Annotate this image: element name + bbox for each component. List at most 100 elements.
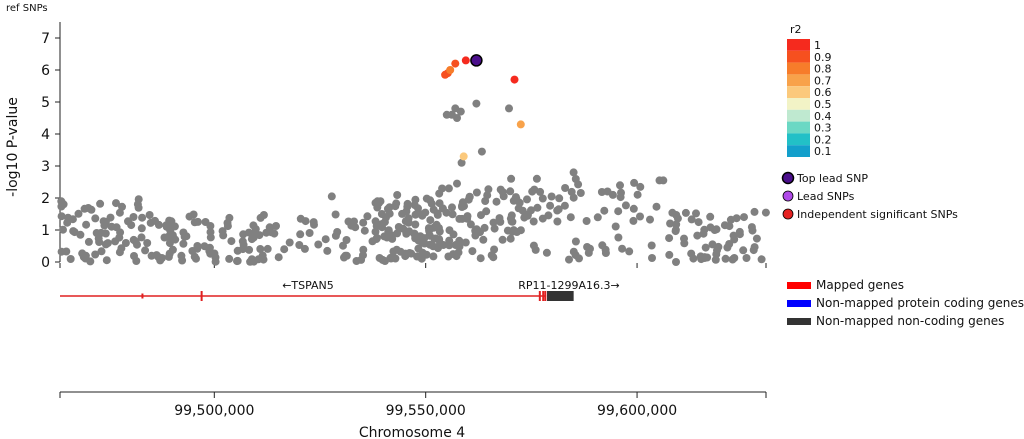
r2-label: 0.3 [814,122,832,135]
snp-point [725,240,734,248]
snp-point [383,204,392,213]
y-tick-label: 0 [41,255,50,271]
snp-point [542,248,551,257]
snp-point [86,257,95,266]
snp-legend-marker [782,190,794,202]
snp-point [101,229,110,238]
snp-point [351,223,360,232]
snp-point [507,174,516,183]
gene-label-rp11: RP11-1299A16.3→ [518,279,619,292]
snp-point [180,232,189,241]
snp-point [151,216,159,225]
snp-point [495,214,504,223]
snp-point [697,255,706,264]
snp-point [453,179,461,188]
snp-point [646,215,654,224]
snp-point [179,239,188,248]
snp-point [565,255,573,264]
snp-point [621,201,630,210]
r2-legend: r2 10.90.80.70.60.50.40.30.20.1 [787,23,832,158]
gene-exon [141,293,144,299]
snp-point [523,211,532,220]
snp-point [614,207,623,216]
snp-point [553,217,562,226]
snp-point [255,231,264,240]
snp-point [295,241,304,249]
y-axis-label: -log10 P-value [5,97,21,197]
snp-point [178,256,187,265]
snp-point [165,249,174,258]
snp-point [418,248,427,257]
snp-point [244,228,253,237]
snp-point [506,234,515,243]
snp-point [714,242,723,251]
snp-point [761,208,770,217]
snp-point [300,244,309,253]
snp-point [189,210,198,219]
snp-point [547,192,556,201]
snp-point [127,221,136,230]
snp-point [285,238,294,247]
r2-label: 0.6 [814,86,832,99]
snp-point [76,230,85,239]
x-axis-label: Chromosome 4 [359,425,465,439]
snp-point [371,227,380,236]
snp-point [74,209,83,218]
snp-point [141,246,150,255]
snp-point [499,192,508,201]
snp-point [211,257,220,266]
snp-point [263,244,272,253]
snp-point [227,237,236,246]
snp-point [659,176,668,185]
snp-point [546,201,555,210]
snp-point [666,219,675,228]
r2-swatch [787,50,810,63]
snp-point [597,188,606,196]
snp-point [630,178,639,187]
snp-point [402,207,411,216]
snp-point [511,193,520,202]
snp-point [750,207,759,216]
gene-track: ←TSPAN5 RP11-1299A16.3→ [60,279,620,301]
snp-point [451,241,460,249]
highlight-snp-point [516,120,525,129]
r2-label: 0.1 [814,145,832,158]
r2-swatch [787,86,810,98]
snp-point [143,239,152,247]
snp-legend: Top lead SNP Lead SNPs Independent signifi… [781,171,958,221]
snp-point [484,185,493,194]
snp-point [445,241,454,250]
highlight-snp-point [510,75,519,84]
snp-point [137,233,146,242]
highlight-snp-point [441,70,450,79]
snp-point [712,225,721,234]
snp-point [193,242,202,250]
snp-point [363,212,372,221]
snp-point [219,231,228,240]
snp-legend-label: Lead SNPs [797,190,855,203]
snp-point [574,180,583,189]
snp-point [116,228,125,237]
y-tick-label: 2 [41,191,50,207]
snp-point [672,220,681,229]
snp-point [536,187,545,196]
r2-swatch [787,74,810,87]
snp-point [706,223,715,232]
gene-legend-swatch [787,318,811,325]
snp-point [616,193,625,202]
snp-point [129,213,138,221]
snp-point [393,191,402,199]
gene-exon [538,291,541,301]
snp-point [748,226,757,235]
snp-point [117,244,126,253]
snp-point [192,254,200,263]
snp-legend-marker [782,208,794,220]
snp-point [82,220,91,229]
snp-point [331,231,340,240]
snp-point [529,241,538,250]
snp-point [413,252,421,261]
snp-point [725,222,734,231]
snp-point [726,215,735,224]
snp-point [532,174,541,183]
snp-point [147,251,156,260]
